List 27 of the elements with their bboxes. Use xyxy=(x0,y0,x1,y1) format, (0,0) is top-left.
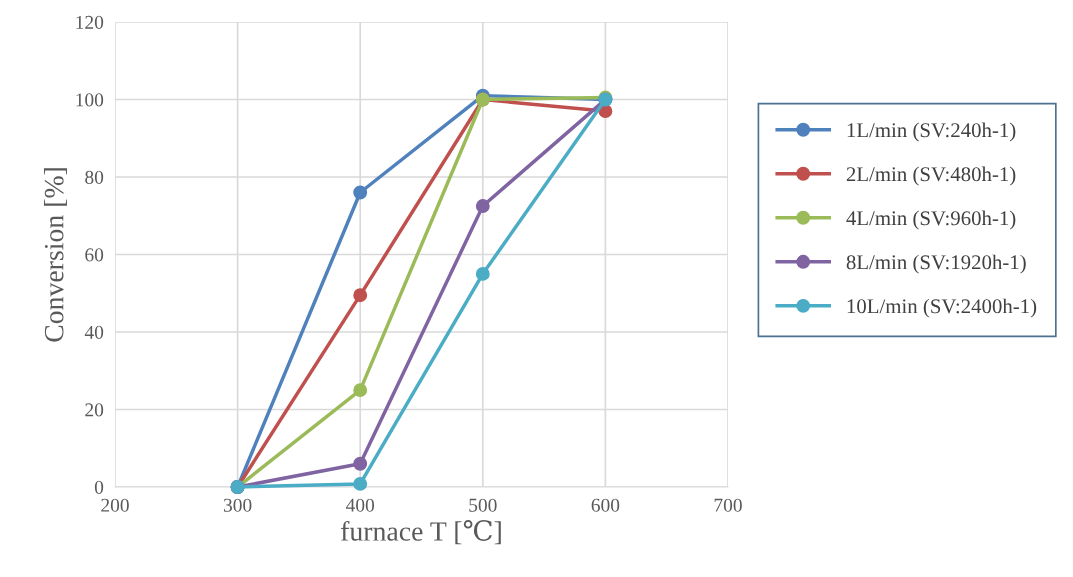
point xyxy=(475,266,490,281)
legend-label: 4L/min (SV:960h-1) xyxy=(846,210,1016,230)
legend-label: 2L/min (SV:480h-1) xyxy=(846,166,1016,186)
y-tick-label: 60 xyxy=(85,248,104,262)
y-axis-title: Conversion [%] xyxy=(43,168,67,342)
point xyxy=(353,288,368,303)
y-tick-label: 0 xyxy=(94,480,104,494)
y-tick-label: 40 xyxy=(84,325,104,339)
legend-label: 8L/min (SV:1920h-1) xyxy=(846,254,1026,274)
x-tick-label: 700 xyxy=(714,498,742,512)
y-tick-label: 100 xyxy=(76,93,104,107)
point xyxy=(353,476,368,491)
x-tick-label: 300 xyxy=(223,498,252,512)
point xyxy=(475,199,490,214)
y-tick-label: 20 xyxy=(85,403,104,417)
x-tick-label: 500 xyxy=(469,498,497,512)
legend-label: 1L/min (SV:240h-1) xyxy=(847,122,1016,142)
y-tick-label: 120 xyxy=(76,15,104,29)
x-axis-title: furnace T [℃] xyxy=(340,519,501,545)
x-tick-label: 600 xyxy=(591,498,620,512)
point xyxy=(353,383,368,398)
point xyxy=(353,185,368,200)
y-tick-label: 80 xyxy=(85,170,104,184)
x-tick-label: 400 xyxy=(346,498,375,512)
x-tick-label: 200 xyxy=(101,498,129,512)
legend-label: 10L/min (SV:2400h-1) xyxy=(847,298,1037,318)
point xyxy=(353,456,368,471)
